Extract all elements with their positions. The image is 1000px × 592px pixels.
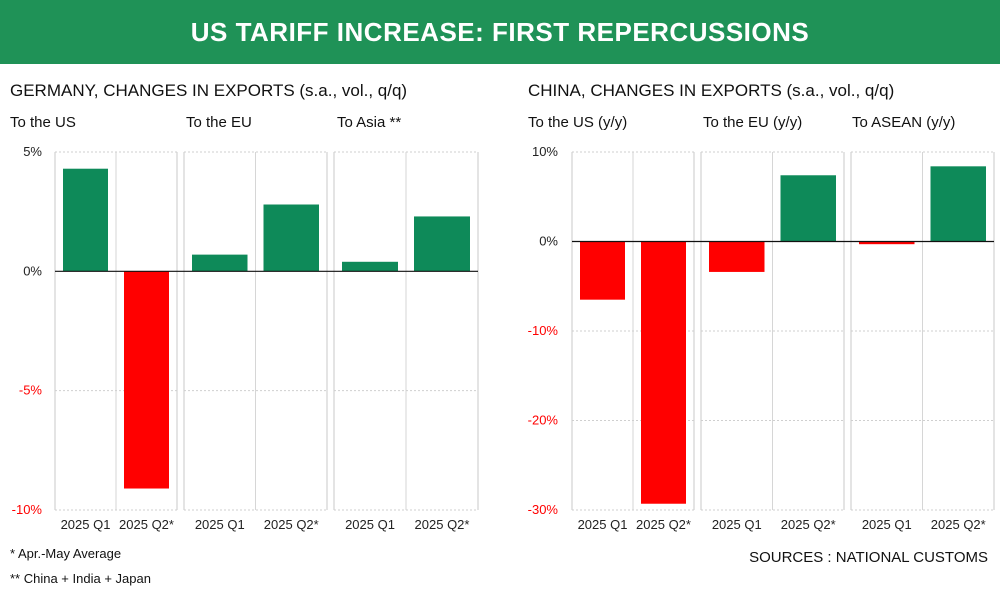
sources-note: SOURCES : NATIONAL CUSTOMS: [749, 549, 988, 566]
china-bar-1-1: [780, 175, 836, 242]
germany-x-tick-label-1-1: 2025 Q2*: [264, 517, 319, 532]
china-bar-0-1: [641, 241, 686, 504]
china-title-strong: CHINA: [528, 81, 581, 100]
germany-section-title: GERMANY, CHANGES IN EXPORTS (s.a., vol.,…: [10, 81, 407, 101]
footnote-2: ** China + India + Japan: [10, 571, 151, 586]
germany-bar-1-1: [263, 204, 319, 272]
panel-label-china-eu: To the EU (y/y): [703, 114, 803, 131]
germany-bar-0-1: [124, 271, 169, 489]
china-bar-2-0: [859, 241, 915, 245]
china-y-tick-label-1: 0%: [539, 234, 558, 249]
germany-bar-2-1: [414, 216, 470, 272]
germany-y-tick-label-1: 0%: [23, 263, 42, 278]
germany-title-strong: GERMANY: [10, 81, 94, 100]
china-x-tick-label-0-1: 2025 Q2*: [636, 517, 691, 532]
china-bar-2-1: [930, 166, 986, 242]
china-section-title: CHINA, CHANGES IN EXPORTS (s.a., vol., q…: [528, 81, 894, 101]
germany-bar-2-0: [342, 261, 398, 272]
germany-x-tick-label-0-1: 2025 Q2*: [119, 517, 174, 532]
china-x-tick-label-0-0: 2025 Q1: [578, 517, 628, 532]
germany-bar-0-0: [63, 168, 108, 272]
panel-label-germany-us: To the US: [10, 114, 76, 131]
china-x-tick-label-2-0: 2025 Q1: [862, 517, 912, 532]
page-title: US TARIFF INCREASE: FIRST REPERCUSSIONS: [190, 16, 810, 47]
china-y-tick-label-0: 10%: [532, 144, 558, 159]
germany-x-tick-label-1-0: 2025 Q1: [195, 517, 245, 532]
panel-label-china-us: To the US (y/y): [528, 114, 628, 131]
footnote-1: * Apr.-May Average: [10, 546, 122, 561]
panel-label-germany-asia: To Asia **: [337, 114, 402, 131]
china-bar-1-0: [709, 241, 765, 272]
germany-y-tick-label-3: -10%: [12, 502, 43, 517]
germany-x-tick-label-2-1: 2025 Q2*: [415, 517, 470, 532]
panel-label-china-asean: To ASEAN (y/y): [852, 114, 956, 131]
germany-y-tick-label-2: -5%: [19, 383, 43, 398]
china-bar-0-0: [580, 241, 625, 300]
china-x-tick-label-1-0: 2025 Q1: [712, 517, 762, 532]
china-title-rest: , CHANGES IN EXPORTS (s.a., vol., q/q): [580, 81, 895, 100]
china-y-tick-label-2: -10%: [528, 323, 559, 338]
germany-y-tick-label-0: 5%: [23, 144, 42, 159]
china-y-tick-label-3: -20%: [528, 413, 559, 428]
china-x-tick-label-2-1: 2025 Q2*: [931, 517, 986, 532]
china-x-tick-label-1-1: 2025 Q2*: [781, 517, 836, 532]
title-banner: US TARIFF INCREASE: FIRST REPERCUSSIONS: [0, 0, 1000, 64]
germany-x-tick-label-0-0: 2025 Q1: [61, 517, 111, 532]
germany-title-rest: , CHANGES IN EXPORTS (s.a., vol., q/q): [93, 81, 408, 100]
panel-label-germany-eu: To the EU: [186, 114, 252, 131]
china-y-tick-label-4: -30%: [528, 502, 559, 517]
germany-x-tick-label-2-0: 2025 Q1: [345, 517, 395, 532]
germany-bar-1-0: [192, 254, 248, 272]
